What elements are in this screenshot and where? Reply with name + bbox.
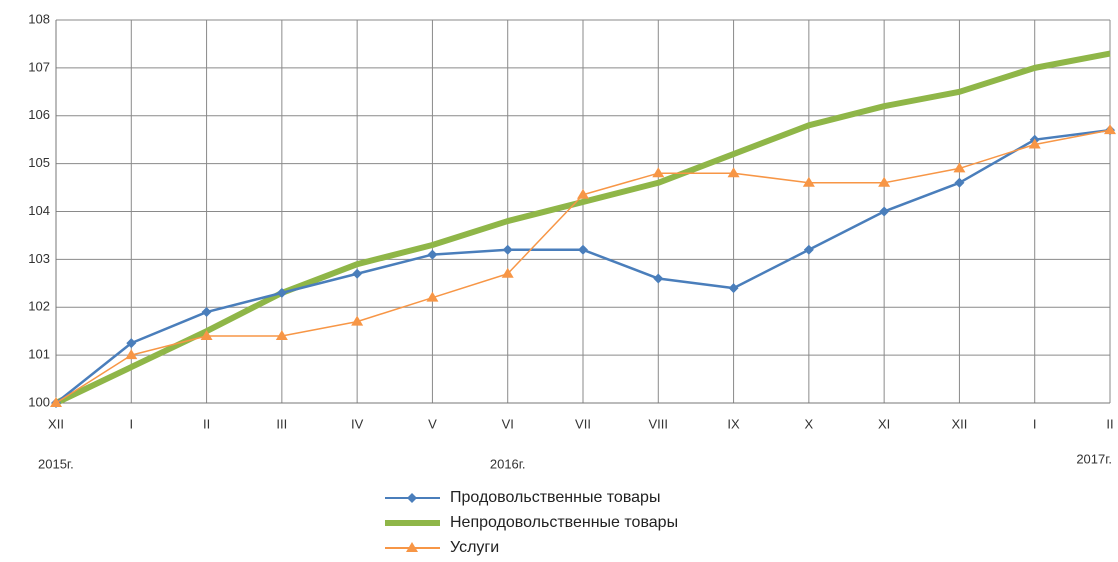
year-label: 2016г. (490, 456, 526, 471)
series-line (54, 50, 1111, 406)
point (1028, 138, 1041, 149)
x-tick-label: IV (351, 416, 364, 431)
x-tick-label: III (276, 416, 287, 431)
legend-label: Продовольственные товары (450, 489, 660, 506)
point (201, 307, 212, 318)
point (954, 177, 965, 188)
x-tick-label: IX (727, 416, 740, 431)
y-tick-label: 107 (28, 59, 50, 74)
point (352, 268, 363, 279)
legend-marker (407, 493, 417, 503)
x-tick-label: X (805, 416, 814, 431)
point (577, 188, 589, 199)
year-label: 2015г. (38, 456, 74, 471)
point (50, 397, 62, 407)
y-tick-label: 108 (28, 11, 50, 26)
x-tick-label: VIII (649, 416, 669, 431)
point (501, 267, 514, 278)
y-tick-label: 106 (28, 107, 50, 122)
point (426, 291, 439, 302)
x-tick-label: I (1033, 416, 1037, 431)
point (427, 249, 438, 260)
x-tick-label: II (203, 416, 210, 431)
year-label: 2017г. (1076, 451, 1112, 466)
point (653, 273, 664, 284)
point (126, 338, 137, 349)
x-tick-label: VII (575, 416, 591, 431)
x-tick-label: XII (951, 416, 967, 431)
legend-label: Непродовольственные товары (450, 514, 678, 531)
point (200, 329, 213, 340)
x-tick-label: V (428, 416, 437, 431)
point (953, 162, 966, 173)
x-tick-label: I (129, 416, 133, 431)
point (502, 244, 513, 255)
x-tick-label: XI (878, 416, 890, 431)
y-tick-label: 101 (28, 347, 50, 362)
point (727, 167, 740, 178)
legend-label: Услуги (450, 539, 499, 556)
x-tick-label: XII (48, 416, 64, 431)
point (652, 167, 665, 178)
y-tick-label: 102 (28, 299, 50, 314)
point (125, 349, 138, 360)
point (728, 283, 739, 294)
point (578, 244, 588, 255)
y-tick-label: 104 (28, 203, 50, 218)
x-tick-label: VI (502, 416, 514, 431)
y-tick-label: 103 (28, 251, 50, 266)
point (803, 244, 814, 255)
point (802, 176, 815, 187)
point (1104, 124, 1116, 135)
point (879, 206, 890, 217)
point (351, 315, 364, 326)
point (878, 176, 891, 187)
legend-marker (406, 542, 418, 552)
point (275, 329, 288, 340)
x-tick-label: II (1106, 416, 1113, 431)
y-tick-label: 105 (28, 155, 50, 170)
point (276, 287, 287, 298)
y-tick-label: 100 (28, 394, 50, 409)
